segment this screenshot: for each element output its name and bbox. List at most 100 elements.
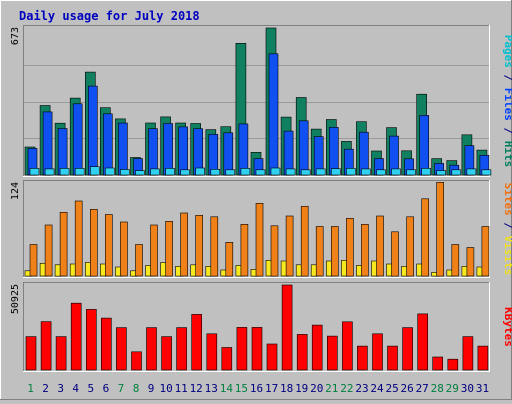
bar-pages-day-14	[225, 169, 236, 176]
bar-sites-day-19	[300, 206, 309, 277]
series-legend-label: KBytes	[502, 307, 512, 347]
x-tick-label-day-16: 16	[250, 382, 263, 395]
bar-pages-day-11	[180, 169, 190, 176]
x-tick-label-day-25: 25	[385, 382, 398, 395]
bar-files-day-10	[163, 123, 173, 176]
legend-part: Files	[502, 88, 512, 121]
bar-sites-day-9	[150, 224, 158, 277]
bar-sites-day-30	[466, 247, 475, 277]
x-tick-label-day-1: 1	[27, 382, 34, 395]
bar-pages-day-5	[90, 166, 100, 176]
x-tick-label-day-6: 6	[103, 382, 110, 395]
bar-sites-day-27	[421, 198, 430, 277]
bar-sites-day-23	[361, 224, 369, 277]
bar-sites-day-28	[436, 182, 445, 277]
chart-panels: 673 Pages / Files / Hits 124 Sites / Visits…	[10, 25, 512, 372]
x-tick-label-day-9: 9	[148, 382, 155, 395]
bar-files-day-27	[419, 115, 430, 176]
x-tick-label-day-24: 24	[370, 382, 384, 395]
bar-pages-day-27	[421, 168, 432, 176]
bar-kbytes-day-16	[251, 327, 263, 371]
bar-kbytes-day-26	[402, 327, 413, 371]
bar-kbytes-day-1	[25, 336, 37, 371]
bar-pages-day-31	[481, 169, 492, 176]
bar-files-day-21	[328, 127, 339, 176]
bar-pages-day-29	[451, 169, 462, 176]
bar-kbytes-day-3	[55, 336, 67, 371]
x-tick-label-day-13: 13	[205, 382, 218, 395]
x-tick-label-day-7: 7	[118, 382, 125, 395]
bar-kbytes-day-20	[311, 324, 323, 371]
bar-pages-day-21	[330, 168, 341, 176]
bar-sites-day-16	[255, 203, 264, 277]
bar-kbytes-day-30	[462, 336, 474, 371]
x-tick-label-day-8: 8	[133, 382, 140, 395]
bar-files-day-18	[283, 130, 294, 176]
bar-kbytes-day-27	[417, 313, 429, 371]
bar-kbytes-day-7	[116, 327, 127, 371]
y-max-label: 124	[10, 182, 21, 200]
bar-pages-day-22	[346, 168, 356, 176]
bar-kbytes-day-22	[342, 321, 353, 371]
bar-pages-day-25	[391, 168, 401, 176]
bar-sites-day-29	[451, 244, 460, 277]
bar-sites-day-11	[180, 212, 188, 277]
bar-pages-day-1	[29, 168, 40, 176]
bar-kbytes-day-19	[296, 334, 308, 371]
bar-sites-day-3	[59, 212, 68, 277]
bar-sites-day-18	[285, 215, 294, 277]
x-tick-label-day-28: 28	[431, 382, 444, 395]
bar-files-day-7	[118, 122, 128, 176]
bar-sites-day-10	[165, 221, 173, 277]
bar-sites-day-31	[481, 226, 490, 277]
x-tick-label-day-2: 2	[42, 382, 49, 395]
bar-files-day-14	[223, 132, 234, 176]
x-tick-label-day-14: 14	[220, 382, 234, 395]
bar-pages-day-26	[406, 169, 416, 176]
series-legend-label: Sites / Visits	[502, 183, 512, 276]
bar-kbytes-day-17	[266, 343, 278, 371]
x-axis-labels: 1 2 3 4 5 6 7 8 9 10 11 12 13 14 15 16 17 18 19 20 21 22 23 24 2…	[27, 382, 489, 395]
bar-kbytes-day-9	[146, 327, 157, 371]
bar-kbytes-day-10	[161, 336, 172, 371]
legend-part: /	[502, 216, 512, 236]
bar-pages-day-6	[105, 167, 115, 176]
bar-sites-day-13	[210, 216, 219, 277]
panel-kbytes: 50925 KBytes	[10, 282, 512, 372]
bar-sites-day-17	[270, 225, 279, 277]
bar-files-day-9	[148, 128, 158, 176]
bar-pages-day-9	[150, 168, 160, 176]
bar-pages-day-2	[44, 168, 55, 176]
bar-sites-day-21	[330, 226, 339, 277]
bar-sites-day-1	[29, 244, 38, 277]
bar-files-day-5	[88, 85, 98, 176]
x-tick-label-day-20: 20	[310, 382, 323, 395]
bar-kbytes-day-5	[86, 309, 97, 371]
bar-files-day-6	[103, 113, 113, 176]
bar-sites-day-14	[225, 242, 234, 277]
legend-part: Pages	[502, 35, 512, 68]
bar-kbytes-day-21	[326, 335, 338, 371]
bar-kbytes-day-12	[191, 314, 202, 371]
bar-files-day-4	[72, 103, 83, 176]
bar-files-day-13	[208, 134, 219, 176]
bar-sites-day-24	[376, 215, 384, 277]
bar-kbytes-day-4	[70, 302, 82, 371]
bar-pages-day-12	[195, 167, 205, 176]
bar-pages-day-16	[255, 169, 266, 176]
bar-sites-day-2	[44, 224, 53, 277]
legend-part: /	[502, 121, 512, 141]
bar-sites-day-20	[315, 226, 324, 277]
x-tick-label-day-31: 31	[476, 382, 489, 395]
legend-part: Sites	[502, 183, 512, 216]
x-tick-label-day-15: 15	[235, 382, 248, 395]
bar-pages-day-3	[59, 168, 70, 176]
bar-pages-day-30	[466, 168, 477, 176]
bar-pages-day-18	[285, 168, 296, 176]
series-legend-label: Pages / Files / Hits	[502, 35, 512, 168]
bar-pages-day-20	[315, 168, 326, 176]
bar-files-day-3	[57, 128, 68, 176]
x-tick-label-day-12: 12	[190, 382, 203, 395]
